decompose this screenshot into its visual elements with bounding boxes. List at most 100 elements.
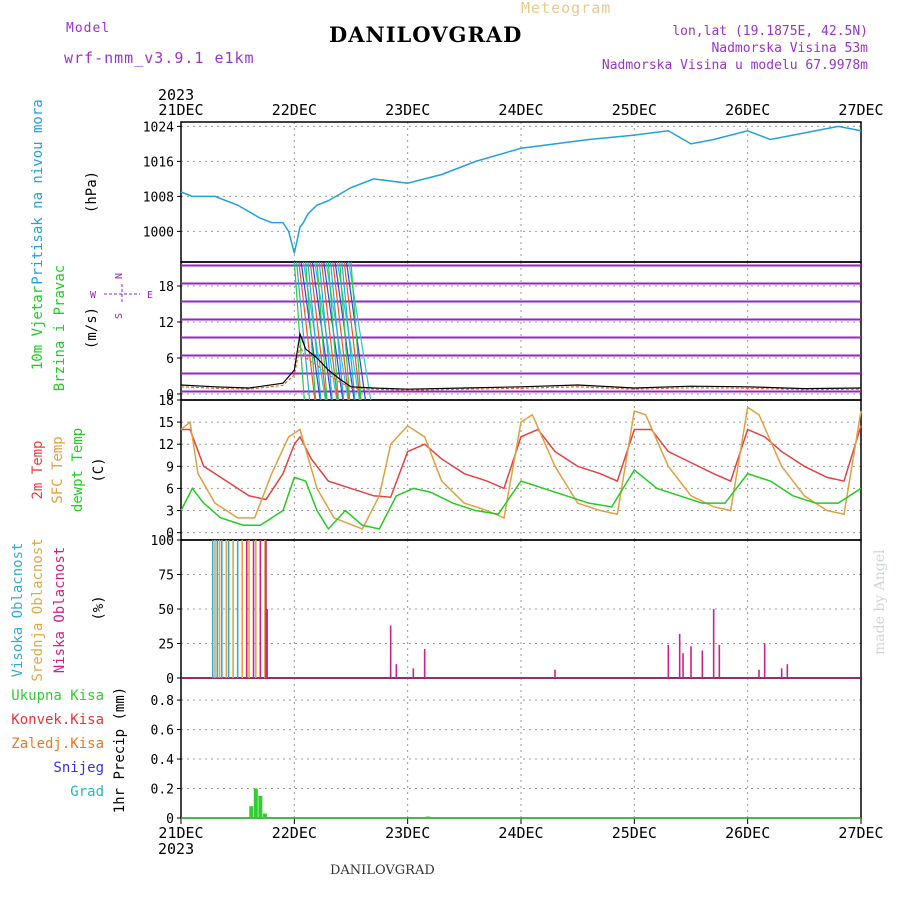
compass-east: E [147,290,153,301]
lonlat-label: lon,lat (19.1875E, 42.5N) [672,24,868,39]
y-tick-label: 1000 [143,225,174,240]
y-tick-label: 100 [151,534,174,549]
pressure-axis-title: Pritisak na nivou mora [30,99,46,284]
cloud-axis-title-1: Visoka Oblacnost [10,543,26,678]
x-tick-label-bottom: 26DEC [725,824,770,842]
compass-west: W [90,290,97,301]
pressure-axis-unit: (hPa) [84,171,100,213]
compass-south: S [114,313,125,319]
cloud-axis-title-2: Srednja Oblacnost [30,538,46,681]
storm-barb [298,262,316,400]
precip-legend-item: Zaledj.Kisa [11,736,104,752]
elevation-label: Nadmorska Visina 53m [711,41,868,56]
cloud-axis-title-3: Niska Oblacnost [52,547,68,673]
precip-legend-item: Snijeg [53,760,104,776]
y-tick-label: 15 [158,416,174,431]
y-tick-label: 25 [158,638,174,653]
x-tick-label-bottom: 21DEC [158,824,203,842]
y-tick-label: 9 [166,460,174,475]
temp-axis-unit: (C) [91,457,107,482]
precip-bar [253,788,258,818]
x-tick-label-bottom: 24DEC [498,824,543,842]
y-tick-label: 0.6 [151,724,174,739]
storm-barb [332,262,350,400]
temperature-line-1 [181,425,862,501]
y-tick-label: 12 [158,438,174,453]
y-tick-label: 0 [166,388,174,403]
wind-gust-line [181,344,861,391]
precip-bar [262,813,267,818]
y-tick-label: 3 [166,505,174,520]
storm-barb [320,262,339,400]
year-label-bottom: 2023 [158,840,194,858]
y-tick-label: 18 [158,394,174,409]
x-tick-label-bottom: 23DEC [385,824,430,842]
y-tick-label: 1008 [143,190,174,205]
wind-barbs [181,262,861,400]
storm-barb [341,262,356,400]
x-tick-label-top: 21DEC [158,101,203,119]
x-tick-label-top: 22DEC [272,101,317,119]
x-tick-label-top: 24DEC [498,101,543,119]
x-tick-label-top: 23DEC [385,101,430,119]
x-tick-label-top: 25DEC [612,101,657,119]
year-label-top: 2023 [158,86,194,104]
precip-bar [426,816,431,818]
temperature-line-2 [180,406,862,530]
y-tick-label: 0.4 [151,753,175,768]
storm-barb [339,262,351,400]
precip-legend-item: Ukupna Kisa [11,688,104,704]
x-tick-label-bottom: 27DEC [838,824,883,842]
precip-axis-title: 1hr Precip (mm) [112,687,128,813]
model-name: wrf-nmm_v3.9.1 e1km [64,49,255,67]
storm-barb [307,262,322,400]
x-tick-label-bottom: 25DEC [612,824,657,842]
y-tick-label: 0.2 [151,783,174,798]
x-tick-label-top: 26DEC [725,101,770,119]
footer-station: DANILOVGRAD [330,863,435,878]
panel-frame [180,121,862,263]
y-tick-label: 50 [158,603,174,618]
y-tick-label: 6 [166,352,174,367]
precip-bar [258,795,263,818]
y-tick-label: 75 [158,569,174,584]
pressure-line [180,125,862,254]
temp-axis-title-3: dewpt Temp [70,428,86,512]
x-tick-label-top: 27DEC [838,101,883,119]
storm-barb [318,262,333,400]
storm-barb [343,262,361,400]
wind-speed-line [180,331,862,390]
y-tick-label: 0 [166,812,174,827]
compass-north: N [114,273,125,279]
precip-bar [249,806,254,818]
storm-barb [293,262,305,400]
x-tick-label-bottom: 22DEC [272,824,317,842]
temperature-line-3 [180,468,862,531]
storm-barb [330,262,345,400]
y-tick-label: 12 [158,316,174,331]
meteogram-title: Meteogram [521,0,612,17]
cloud-axis-unit: (%) [91,595,107,620]
storm-barb [309,262,327,400]
wind-axis-unit: (m/s) [84,307,100,349]
panel-frame [180,677,862,819]
storm-barb [316,262,328,400]
wind-axis-title-1: 10m Vjetar [30,286,46,370]
precip-legend-item: Grad [70,784,104,800]
storm-barb [296,262,311,400]
temp-axis-title-2: SFC Temp [50,436,66,503]
precip-legend-item: Konvek.Kisa [11,712,104,728]
y-tick-label: 0.8 [151,694,174,709]
y-tick-label: 1016 [143,155,174,170]
model-label: Model [66,21,111,36]
storm-barb [350,262,362,400]
model-elevation-label: Nadmorska Visina u modelu 67.9978m [601,58,868,73]
y-tick-label: 0 [166,672,174,687]
y-tick-label: 0 [166,527,174,542]
y-tick-label: 18 [158,280,174,295]
wind-axis-title-2: Brzina i Pravac [52,265,68,391]
temp-axis-title-1: 2m Temp [30,440,46,499]
panel-frame [180,399,862,541]
